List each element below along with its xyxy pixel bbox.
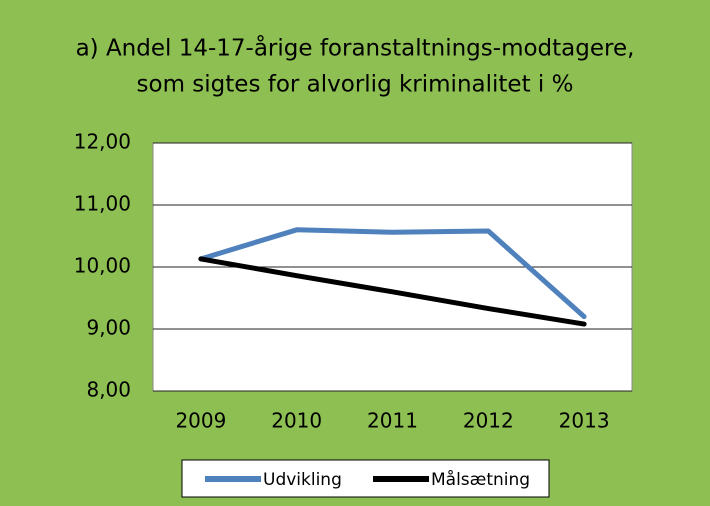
y-tick-label: 11,00 bbox=[74, 192, 131, 216]
x-tick-label: 2010 bbox=[271, 409, 322, 433]
y-tick-label: 8,00 bbox=[86, 378, 131, 402]
y-tick-label: 12,00 bbox=[74, 130, 131, 154]
x-tick-label: 2013 bbox=[559, 409, 610, 433]
series-line bbox=[198, 227, 587, 320]
y-tick-label: 9,00 bbox=[86, 316, 131, 340]
series-line bbox=[198, 256, 587, 327]
legend-label: Målsætning bbox=[431, 469, 530, 490]
x-tick-label: 2011 bbox=[367, 409, 418, 433]
y-tick-label: 10,00 bbox=[74, 254, 131, 278]
x-tick-label: 2012 bbox=[463, 409, 514, 433]
chart-title: a) Andel 14-17-årige foranstaltnings-mod… bbox=[76, 34, 635, 62]
x-tick-label: 2009 bbox=[175, 409, 226, 433]
legend-label: Udvikling bbox=[263, 470, 342, 490]
chart-title: som sigtes for alvorlig kriminalitet i % bbox=[137, 72, 574, 98]
